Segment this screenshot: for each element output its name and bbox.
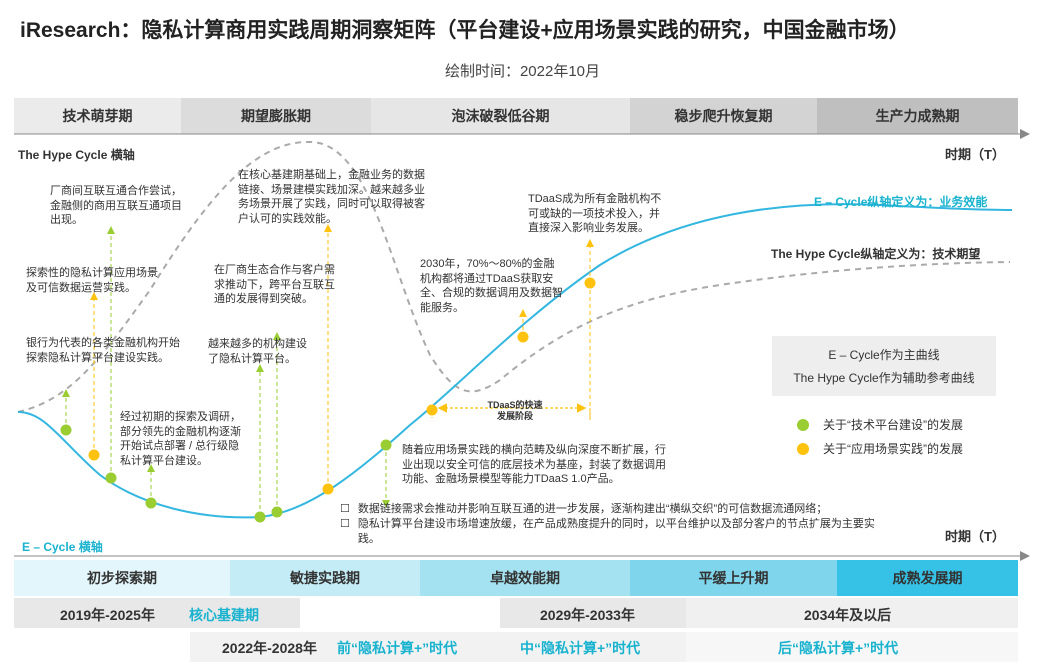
era-row-2b-bg <box>500 632 686 662</box>
ecycle-curve-label: E – Cycle纵轴定义为：业务效能 <box>814 193 987 210</box>
legend-aux: The Hype Cycle作为辅助参考曲线 <box>793 371 975 385</box>
guide-arrow <box>586 239 594 247</box>
legend-yellow-label: 关于“应用场景实践”的发展 <box>823 442 963 456</box>
platform-dot <box>254 511 266 523</box>
annotation-5: 在核心基建期基础上，金融业务的数据链接、场景建模实践加深。越来越多业务场景开展了… <box>238 169 425 225</box>
bullet-1-text: 数据链接需求会推动并影响互联互通的进一步发展，逐渐构建出“横纵交织”的可信数据流… <box>357 503 828 515</box>
era-1-years: 2019年-2025年 <box>60 607 155 623</box>
era-row-1-bg <box>14 598 300 628</box>
bottom-phase-1: 初步探索期 <box>14 560 230 596</box>
bottom-phase-label: 平缓上升期 <box>698 570 769 586</box>
legend-main: E – Cycle作为主曲线 <box>828 348 940 362</box>
scenario-dot <box>517 331 529 343</box>
era-row-2-bg <box>190 632 500 662</box>
bullet-1: ☐ 数据链接需求会推动并影响互联互通的进一步发展，逐渐构建出“横纵交织”的可信数据… <box>340 502 880 517</box>
tdaas-stage-label: TDaaS的快速发展阶段 <box>487 400 543 421</box>
guide-arrow <box>62 389 70 397</box>
hype-curve-label: The Hype Cycle纵轴定义为：技术期望 <box>771 245 980 262</box>
top-phase-5: 生产力成熟期 <box>817 98 1018 134</box>
legend-green-dot <box>797 418 809 431</box>
guide-arrow <box>382 500 390 508</box>
era-row-2c-bg <box>686 632 1018 662</box>
hype-curve-text: The Hype Cycle纵轴定义为： <box>771 247 933 261</box>
era-1-name: 核心基建期 <box>189 607 259 623</box>
bullet-2: ☐ 隐私计算平台建设市场增速放缓，在产品成熟度提升的同时，以平台维护以及部分客户的… <box>340 517 880 546</box>
platform-dot <box>271 506 283 518</box>
guide-arrow <box>256 364 264 372</box>
top-phase-label: 生产力成熟期 <box>875 108 960 124</box>
annotation-1: 厂商间互联互通合作尝试，金融侧的商用互联互通项目出现。 <box>50 185 182 226</box>
annotation-2: 探索性的隐私计算应用场景及可信数据运营实践。 <box>26 267 158 294</box>
ecycle-curve-text: E – Cycle纵轴定义为： <box>814 195 940 209</box>
annotation-4: 经过初期的探索及调研，部分领先的金融机构逐渐开始试点部署 / 总行级隐私计算平台… <box>120 411 241 467</box>
guide-arrow <box>90 292 98 300</box>
guide-arrow <box>519 309 527 317</box>
top-phase-label: 期望膨胀期 <box>241 108 311 124</box>
bottom-phase-label: 初步探索期 <box>87 570 157 586</box>
era-row-1b-bg <box>500 598 686 628</box>
scenario-dot <box>584 277 596 289</box>
top-phase-label: 泡沫破裂低谷期 <box>451 108 550 124</box>
annotation-10: 随着应用场景实践的横向范畴及纵向深度不断扩展，行业出现以安全可信的底层技术为基座… <box>402 444 666 485</box>
checkbox-icon: ☐ <box>340 518 350 530</box>
era-2-name: 前“隐私计算+”时代 <box>337 640 458 656</box>
platform-dot <box>60 424 72 436</box>
era-3-name: 中“隐私计算+”时代 <box>520 640 641 656</box>
legend-box <box>772 336 996 396</box>
hype-curve-value: 技术期望 <box>932 247 981 261</box>
annotation-7: 越来越多的机构建设了隐私计算平台。 <box>208 338 307 365</box>
era-4-years: 2034年及以后 <box>804 607 892 623</box>
ecycle-axis-label: E – Cycle 横轴 <box>22 540 103 554</box>
scenario-dot <box>88 449 100 461</box>
platform-dot <box>105 472 117 484</box>
top-phase-label: 稳步爬升恢复期 <box>674 108 773 124</box>
legend-green-item: 关于“技术平台建设”的发展 <box>797 416 963 433</box>
guide-arrow <box>107 226 115 234</box>
bottom-phase-label: 卓越效能期 <box>490 570 560 586</box>
top-phase-1: 技术萌芽期 <box>14 98 181 134</box>
legend-green-label: 关于“技术平台建设”的发展 <box>823 418 963 432</box>
platform-dot <box>145 497 157 509</box>
annotation-6: 在厂商生态合作与客户需求推动下，跨平台互联互通的发展得到突破。 <box>214 264 335 305</box>
top-phase-label: 技术萌芽期 <box>62 108 133 124</box>
bottom-phase-label: 成熟发展期 <box>892 570 963 586</box>
time-axis-bottom-label: 时期（T） <box>945 529 1005 544</box>
bottom-phase-4: 平缓上升期 <box>630 560 837 596</box>
legend-yellow-item: 关于“应用场景实践”的发展 <box>797 440 963 457</box>
era-2-years: 2022年-2028年 <box>222 640 317 656</box>
ecycle-curve-value: 业务效能 <box>939 195 988 209</box>
top-phase-4: 稳步爬升恢复期 <box>630 98 817 134</box>
platform-dot <box>380 439 392 451</box>
guide-arrow <box>324 224 332 232</box>
era-3-years: 2029年-2033年 <box>540 607 635 623</box>
era-4-name: 后“隐私计算+”时代 <box>778 640 899 656</box>
bullet-2-text: 隐私计算平台建设市场增速放缓，在产品成熟度提升的同时，以平台维护以及部分客户的节… <box>357 518 875 545</box>
legend-yellow-dot <box>797 442 809 455</box>
guide-arrow <box>273 332 281 340</box>
checkbox-icon: ☐ <box>340 503 350 515</box>
bottom-phase-2: 敏捷实践期 <box>230 560 420 596</box>
bottom-phase-label: 敏捷实践期 <box>290 570 360 586</box>
bottom-phase-3: 卓越效能期 <box>420 560 630 596</box>
page-subtitle: 绘制时间：2022年10月 <box>444 63 601 80</box>
hype-axis-label: The Hype Cycle 横轴 <box>18 148 135 162</box>
scenario-dot <box>322 483 334 495</box>
annotation-3: 银行为代表的各类金融机构开始探索隐私计算平台建设实践。 <box>26 337 180 364</box>
bottom-phase-5: 成熟发展期 <box>837 560 1018 596</box>
guide-arrow <box>147 464 155 472</box>
top-phase-3: 泡沫破裂低谷期 <box>371 98 630 134</box>
top-phase-2: 期望膨胀期 <box>181 98 371 134</box>
era-row-1c-bg <box>686 598 1018 628</box>
hype-cycle-curve <box>17 140 1011 413</box>
scenario-dot <box>426 404 438 416</box>
annotation-9: TDaaS成为所有金融机构不可或缺的一项技术投入，并直接深入影响业务发展。 <box>528 193 662 234</box>
annotation-8: 2030年，70%～80%的金融机构都将通过TDaaS获取安全、合规的数据调用及… <box>420 258 563 314</box>
e-cycle-curve <box>17 203 1013 519</box>
time-axis-top-label: 时期（T） <box>945 147 1005 162</box>
page-title: iResearch：隐私计算商用实践周期洞察矩阵（平台建设+应用场景实践的研究，… <box>20 19 910 42</box>
